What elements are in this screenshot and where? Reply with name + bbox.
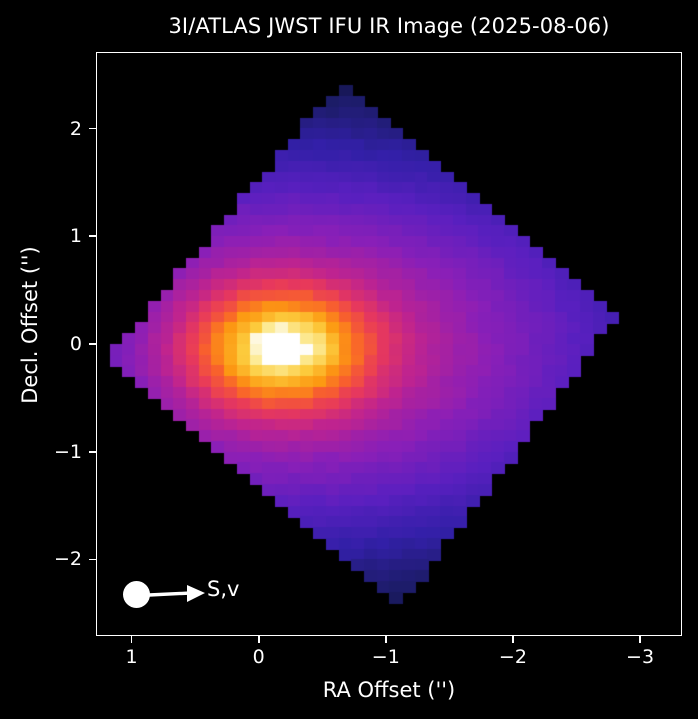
x-tick-label: 1 <box>125 646 138 668</box>
y-tick-label: 0 <box>69 333 82 355</box>
y-tick <box>89 127 96 130</box>
ifu-ir-image <box>97 53 681 635</box>
y-axis-label: Decl. Offset ('') <box>18 246 42 404</box>
x-tick-label: −1 <box>371 646 400 668</box>
y-tick <box>89 235 96 238</box>
x-tick <box>639 636 641 643</box>
y-tick-label: −2 <box>53 548 82 571</box>
x-tick <box>130 636 133 643</box>
x-tick-label: −3 <box>626 646 655 668</box>
page-title: 3I/ATLAS JWST IFU IR Image (2025-08-06) <box>168 14 610 38</box>
y-tick-label: 1 <box>69 225 82 248</box>
x-tick <box>257 636 260 643</box>
y-tick <box>89 450 96 453</box>
arrow-right-icon <box>148 585 205 602</box>
nucleus-marker-icon <box>123 581 150 608</box>
sun-velocity-annotation: S,v <box>119 569 269 615</box>
sun-velocity-label: S,v <box>207 577 240 601</box>
y-tick-label: −1 <box>53 440 82 463</box>
x-tick-label: −2 <box>498 646 527 668</box>
y-tick-label: 2 <box>69 117 82 140</box>
x-tick-label: 0 <box>252 646 265 668</box>
y-tick <box>89 343 96 345</box>
y-tick <box>89 558 96 561</box>
x-tick <box>512 636 514 643</box>
x-tick <box>385 636 387 643</box>
plot-area: S,v <box>96 52 682 636</box>
x-axis-label: RA Offset ('') <box>322 678 456 702</box>
